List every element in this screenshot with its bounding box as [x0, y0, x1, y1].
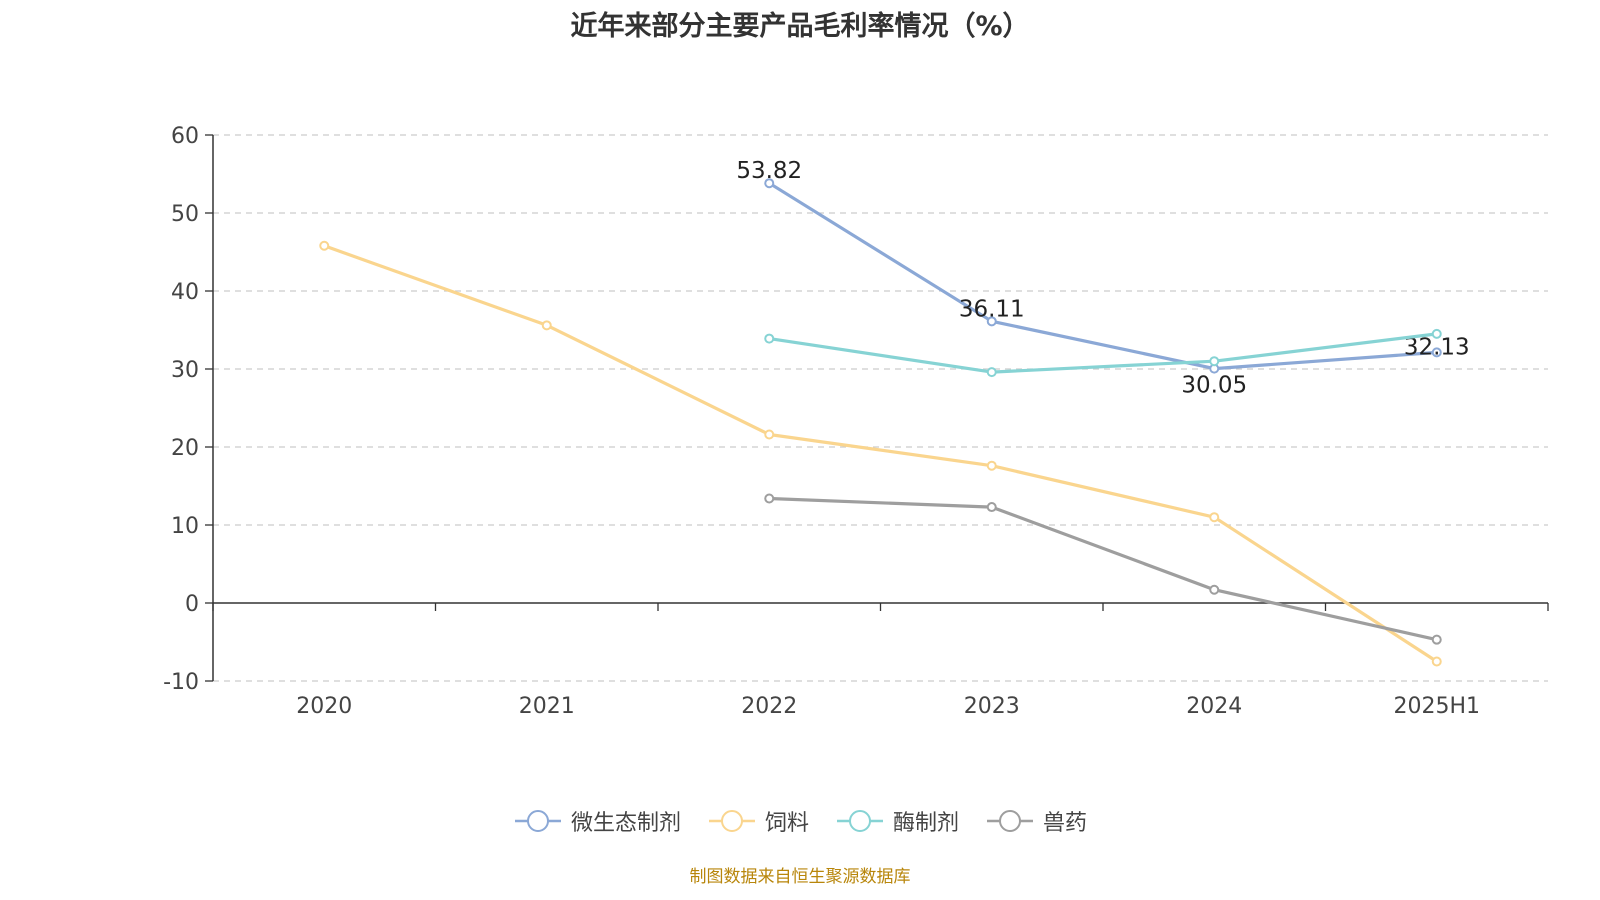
legend-item[interactable]: 兽药	[985, 805, 1087, 837]
series-line-酶制剂	[769, 332, 1437, 374]
legend-label: 微生态制剂	[570, 811, 681, 836]
chart-legend: 微生态制剂 饲料 酶制剂 兽药	[0, 805, 1600, 837]
legend-marker-icon	[514, 810, 561, 832]
data-point	[764, 429, 775, 440]
chart-title: 近年来部分主要产品毛利率情况（%）	[570, 11, 1030, 42]
data-label: 30.05	[1181, 373, 1247, 399]
data-point	[764, 493, 775, 504]
legend-item[interactable]: 微生态制剂	[513, 805, 681, 837]
data-point	[986, 460, 997, 471]
x-tick-label: 2025H1	[1393, 694, 1480, 719]
data-label: 36.11	[959, 296, 1025, 322]
data-point	[1431, 328, 1442, 339]
y-tick-label: 60	[171, 124, 199, 149]
legend-marker-icon	[708, 810, 755, 832]
series-line-兽药	[769, 496, 1438, 642]
data-point	[1209, 584, 1220, 595]
data-point	[1209, 512, 1220, 523]
data-point	[764, 333, 775, 344]
data-source-note: 制图数据来自恒生聚源数据库	[689, 867, 911, 887]
legend-item[interactable]: 酶制剂	[835, 805, 959, 837]
data-label: 53.82	[736, 158, 802, 184]
y-tick-label: -10	[163, 670, 199, 695]
data-point	[986, 316, 997, 327]
y-tick-label: 20	[171, 436, 199, 461]
y-tick-label: 40	[171, 280, 199, 305]
x-tick-label: 2021	[519, 694, 575, 719]
data-point	[319, 240, 330, 251]
data-point	[1209, 356, 1220, 367]
line-chart: -10 0 10 20 30 40 50 60 2020 2021 2022 2023 2024 2025…	[163, 124, 1549, 719]
x-tick-label: 2023	[964, 694, 1020, 719]
data-point	[1431, 347, 1442, 358]
y-tick-label: 50	[171, 202, 199, 227]
series-line-微生态制剂	[768, 181, 1437, 371]
y-tick-label: 0	[185, 592, 199, 617]
series-line-饲料	[323, 244, 1438, 663]
data-point	[986, 502, 997, 513]
x-tick-label: 2020	[296, 694, 352, 719]
legend-label: 兽药	[1043, 811, 1088, 836]
y-tick-label: 30	[171, 358, 199, 383]
data-point	[1431, 634, 1442, 645]
data-point	[1431, 656, 1442, 667]
legend-item[interactable]: 饲料	[707, 805, 809, 837]
x-tick-label: 2024	[1186, 694, 1242, 719]
legend-label: 饲料	[764, 811, 809, 836]
legend-label: 酶制剂	[893, 811, 960, 836]
data-point	[764, 178, 775, 189]
y-tick-label: 10	[171, 514, 199, 539]
data-point	[986, 367, 997, 378]
x-tick-label: 2022	[741, 694, 797, 719]
legend-marker-icon	[987, 810, 1034, 832]
legend-marker-icon	[837, 810, 883, 832]
data-point	[541, 320, 552, 331]
